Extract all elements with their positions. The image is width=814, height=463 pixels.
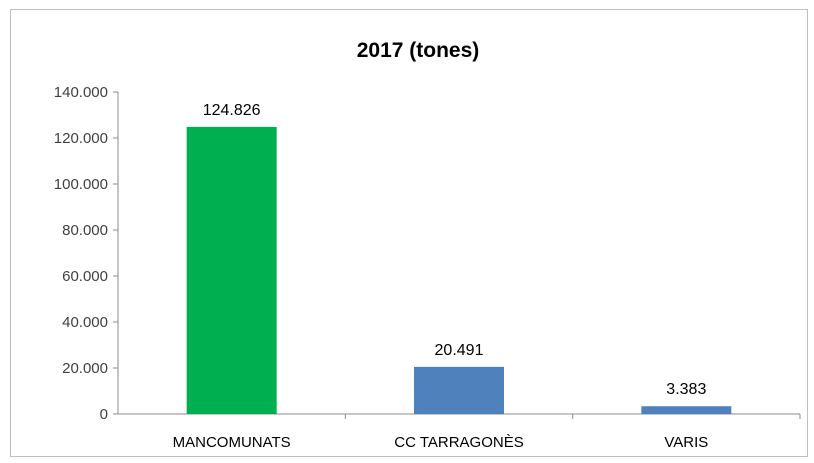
y-tick-label: 140.000: [54, 84, 108, 101]
x-tick-label: CC TARRAGONÈS: [394, 434, 523, 451]
chart-frame: [10, 9, 808, 457]
labels: 124.826 MANCOMUNATS 20.491 CC TARRAGONÈS 3.3…: [173, 102, 709, 451]
y-tick-label: 60.000: [62, 268, 108, 285]
y-tick-label: 40.000: [62, 314, 108, 331]
y-tick-label: 120.000: [54, 130, 108, 147]
y-tick-label: 80.000: [62, 222, 108, 239]
bar: [414, 366, 504, 414]
chart-title: 2017 (tones): [357, 39, 480, 62]
bar: [641, 406, 732, 414]
bar-value-label: 20.491: [435, 342, 484, 359]
bar: [186, 126, 277, 414]
y-tick-label: 20.000: [62, 360, 108, 377]
bars: [186, 126, 732, 414]
x-tick-label: MANCOMUNATS: [173, 434, 291, 451]
y-tick-label: 0: [100, 406, 108, 423]
bar-value-label: 3.383: [666, 381, 706, 398]
x-tick-label: VARIS: [664, 434, 708, 451]
y-tick-label: 100.000: [54, 176, 108, 193]
bar-value-label: 124.826: [203, 102, 261, 119]
